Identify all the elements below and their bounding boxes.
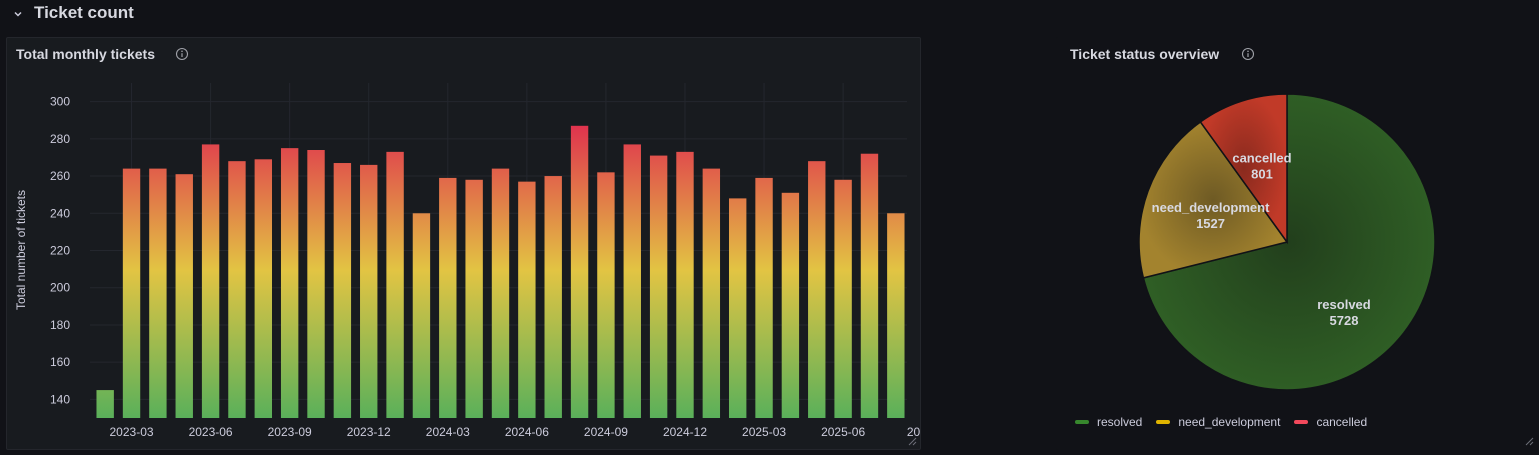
pie-value: 5728: [1330, 313, 1359, 328]
x-tick-label: 2025-03: [742, 425, 786, 439]
pie-label: need_development: [1152, 200, 1270, 215]
legend-swatch: [1156, 420, 1171, 424]
legend-swatch: [1294, 420, 1309, 424]
legend-item-need-development[interactable]: need_development: [1156, 415, 1280, 429]
x-tick-label: 2023-12: [347, 425, 391, 439]
bar[interactable]: [887, 213, 905, 418]
bar-chart: 140 160 180 200 220 240 260 280 300 2023-03 2023-0…: [14, 83, 920, 439]
y-tick-label: 140: [50, 392, 70, 406]
y-axis-label: Total number of tickets: [14, 190, 28, 310]
chevron-down-icon[interactable]: [12, 8, 24, 20]
y-tick-label: 280: [50, 132, 70, 146]
resize-handle-icon[interactable]: [907, 436, 917, 446]
pie-value: 801: [1251, 167, 1273, 182]
x-tick-label: 2023-03: [110, 425, 154, 439]
bar[interactable]: [412, 213, 431, 418]
bar[interactable]: [465, 179, 483, 418]
legend-swatch: [1075, 420, 1089, 424]
pie-slice-resolved[interactable]: [1142, 93, 1436, 391]
bar[interactable]: [860, 153, 879, 418]
bar[interactable]: [834, 179, 852, 418]
y-tick-label: 180: [50, 318, 70, 332]
bar[interactable]: [781, 192, 800, 418]
legend-label: cancelled: [1316, 415, 1368, 429]
bar[interactable]: [544, 176, 562, 418]
x-tick-label: 2023-09: [268, 425, 312, 439]
bar[interactable]: [728, 198, 747, 418]
bar[interactable]: [439, 177, 457, 418]
bar[interactable]: [491, 168, 510, 418]
x-tick-label: 2025-06: [821, 425, 865, 439]
y-tick-label: 220: [50, 244, 70, 258]
y-tick-label: 240: [50, 206, 70, 220]
bar[interactable]: [570, 125, 589, 419]
bar[interactable]: [676, 151, 694, 418]
pie-value: 1527: [1196, 216, 1225, 231]
panel-title: Total monthly tickets: [16, 46, 155, 62]
bar[interactable]: [201, 144, 220, 418]
bar[interactable]: [623, 144, 641, 418]
legend-item-resolved[interactable]: resolved: [1075, 415, 1142, 429]
x-tick-label: 2024-12: [663, 425, 707, 439]
pie-label: resolved: [1317, 297, 1371, 312]
pie-chart-panel: Ticket status overview resolved 5728 need_…: [1056, 37, 1538, 450]
bar[interactable]: [228, 161, 246, 418]
x-tick-label: 2023-06: [189, 425, 233, 439]
bar[interactable]: [755, 177, 773, 418]
pie-slice-need-development[interactable]: [1138, 120, 1289, 279]
bar[interactable]: [808, 161, 826, 418]
y-tick-label: 300: [50, 95, 70, 109]
pie-label: cancelled: [1232, 151, 1291, 166]
bar[interactable]: [597, 172, 615, 418]
bar[interactable]: [649, 155, 668, 418]
bar[interactable]: [333, 163, 352, 418]
bar[interactable]: [702, 168, 721, 418]
legend-label: resolved: [1097, 415, 1143, 429]
row-title[interactable]: Ticket count: [34, 3, 134, 22]
x-tick-label: 2024-03: [426, 425, 470, 439]
bar[interactable]: [149, 168, 167, 418]
panel-title: Ticket status overview: [1070, 46, 1220, 62]
bar[interactable]: [386, 151, 404, 418]
pie-legend: resolved need_development cancelled: [1075, 415, 1367, 429]
bar[interactable]: [96, 390, 114, 418]
legend-item-cancelled[interactable]: cancelled: [1294, 415, 1367, 429]
bar-chart-panel: Total monthly tickets 140 160 180 200 220 240…: [6, 37, 921, 450]
resize-handle-icon[interactable]: [1524, 436, 1534, 446]
row-header[interactable]: Ticket count: [0, 0, 1539, 30]
info-circle-icon[interactable]: [1241, 47, 1255, 61]
legend-label: need_development: [1178, 415, 1281, 429]
bar[interactable]: [518, 181, 536, 418]
bar[interactable]: [280, 148, 299, 418]
bar[interactable]: [254, 159, 273, 419]
x-tick-label: 2024-09: [584, 425, 628, 439]
y-tick-label: 260: [50, 169, 70, 183]
info-circle-icon[interactable]: [175, 47, 189, 61]
y-tick-label: 200: [50, 281, 70, 295]
x-tick-label: 2025-: [907, 425, 920, 439]
pie-slice-cancelled[interactable]: [1199, 93, 1288, 245]
bar[interactable]: [360, 164, 378, 418]
x-tick-label: 2024-06: [505, 425, 549, 439]
bar[interactable]: [307, 150, 325, 418]
bar[interactable]: [175, 174, 193, 418]
y-tick-label: 160: [50, 355, 70, 369]
bar[interactable]: [122, 168, 141, 418]
